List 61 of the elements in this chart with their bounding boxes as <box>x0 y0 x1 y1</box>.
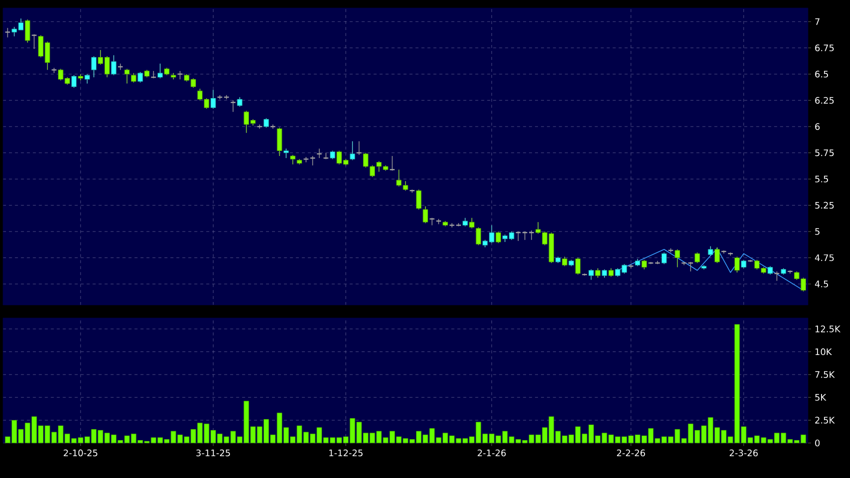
candlestick <box>237 96 242 108</box>
x-tick-label: 1-12-25 <box>329 450 363 456</box>
y-tick-label: 10K <box>816 348 832 356</box>
candlestick <box>714 246 720 264</box>
y-tick-label: 5 <box>815 228 820 235</box>
candlestick <box>150 70 157 79</box>
candlestick <box>210 89 216 110</box>
candlestick <box>628 264 634 269</box>
candlestick <box>84 74 90 84</box>
candlestick <box>416 189 422 210</box>
x-tick-label: 3-11-25 <box>196 450 230 456</box>
candlestick <box>575 257 581 275</box>
y-tick-label: 6.5 <box>815 70 828 78</box>
y-tick-label: 5K <box>815 394 826 401</box>
candlestick <box>562 256 568 267</box>
candlestick <box>138 72 143 83</box>
candlestick <box>661 252 667 264</box>
y-tick-label: 5.25 <box>815 202 834 209</box>
candlestick <box>734 256 740 273</box>
candlestick <box>496 231 501 244</box>
y-tick-label: 4.75 <box>814 254 834 262</box>
x-tick-label: 2-2-26 <box>616 450 646 456</box>
candlestick <box>708 246 714 256</box>
candlestick <box>356 140 362 156</box>
candlestick <box>276 127 282 156</box>
y-tick-label: 6.75 <box>815 44 834 52</box>
y-tick-label: 5.75 <box>815 149 834 156</box>
candlestick <box>284 148 289 158</box>
candlestick <box>264 118 269 128</box>
candlestick <box>117 63 124 70</box>
y-tick-label: 7.5K <box>815 371 835 378</box>
x-tick-label: 2-1-26 <box>478 450 506 456</box>
y-tick-label: 7 <box>815 18 820 25</box>
candlestick <box>476 226 482 246</box>
candlestick <box>588 268 594 280</box>
candlestick <box>111 54 116 76</box>
candlestick <box>124 68 130 84</box>
candlestick <box>158 63 163 79</box>
y-tick-label: 12.5K <box>816 326 841 332</box>
candlestick <box>91 56 96 78</box>
candlestick <box>71 74 77 88</box>
candlestick <box>223 94 230 100</box>
candlestick <box>350 140 356 161</box>
y-tick-label: 2.5K <box>815 416 835 424</box>
y-tick-label: 4.5 <box>814 280 828 288</box>
y-tick-label: 6 <box>815 123 820 130</box>
candlestick <box>422 206 428 224</box>
candlestick <box>130 72 136 83</box>
candlestick <box>469 217 474 229</box>
candlestick <box>642 259 647 270</box>
candlestick <box>595 268 600 278</box>
candlestick <box>31 34 38 50</box>
candlestick <box>290 154 296 165</box>
candlestick <box>24 19 30 44</box>
y-tick-label: 5.5 <box>815 176 828 182</box>
candlestick <box>694 252 700 264</box>
y-tick-label: 0 <box>815 440 820 446</box>
x-tick-label: 2-10-25 <box>64 450 98 456</box>
candlestick <box>674 248 680 268</box>
y-tick-label: 6.25 <box>815 96 834 104</box>
x-tick-label: 2-3-26 <box>730 450 758 456</box>
